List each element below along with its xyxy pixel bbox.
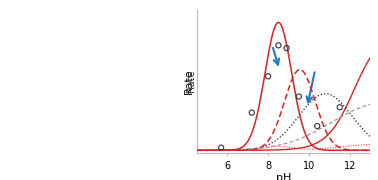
X-axis label: pH: pH xyxy=(276,173,291,180)
Point xyxy=(284,47,290,50)
Point xyxy=(265,75,271,78)
Point xyxy=(296,95,302,98)
Text: Rate: Rate xyxy=(186,70,196,92)
Point xyxy=(218,146,224,149)
Point xyxy=(275,44,281,47)
Point xyxy=(314,125,320,127)
Point xyxy=(249,111,255,114)
Point xyxy=(337,106,343,109)
Y-axis label: Rate: Rate xyxy=(184,68,194,94)
